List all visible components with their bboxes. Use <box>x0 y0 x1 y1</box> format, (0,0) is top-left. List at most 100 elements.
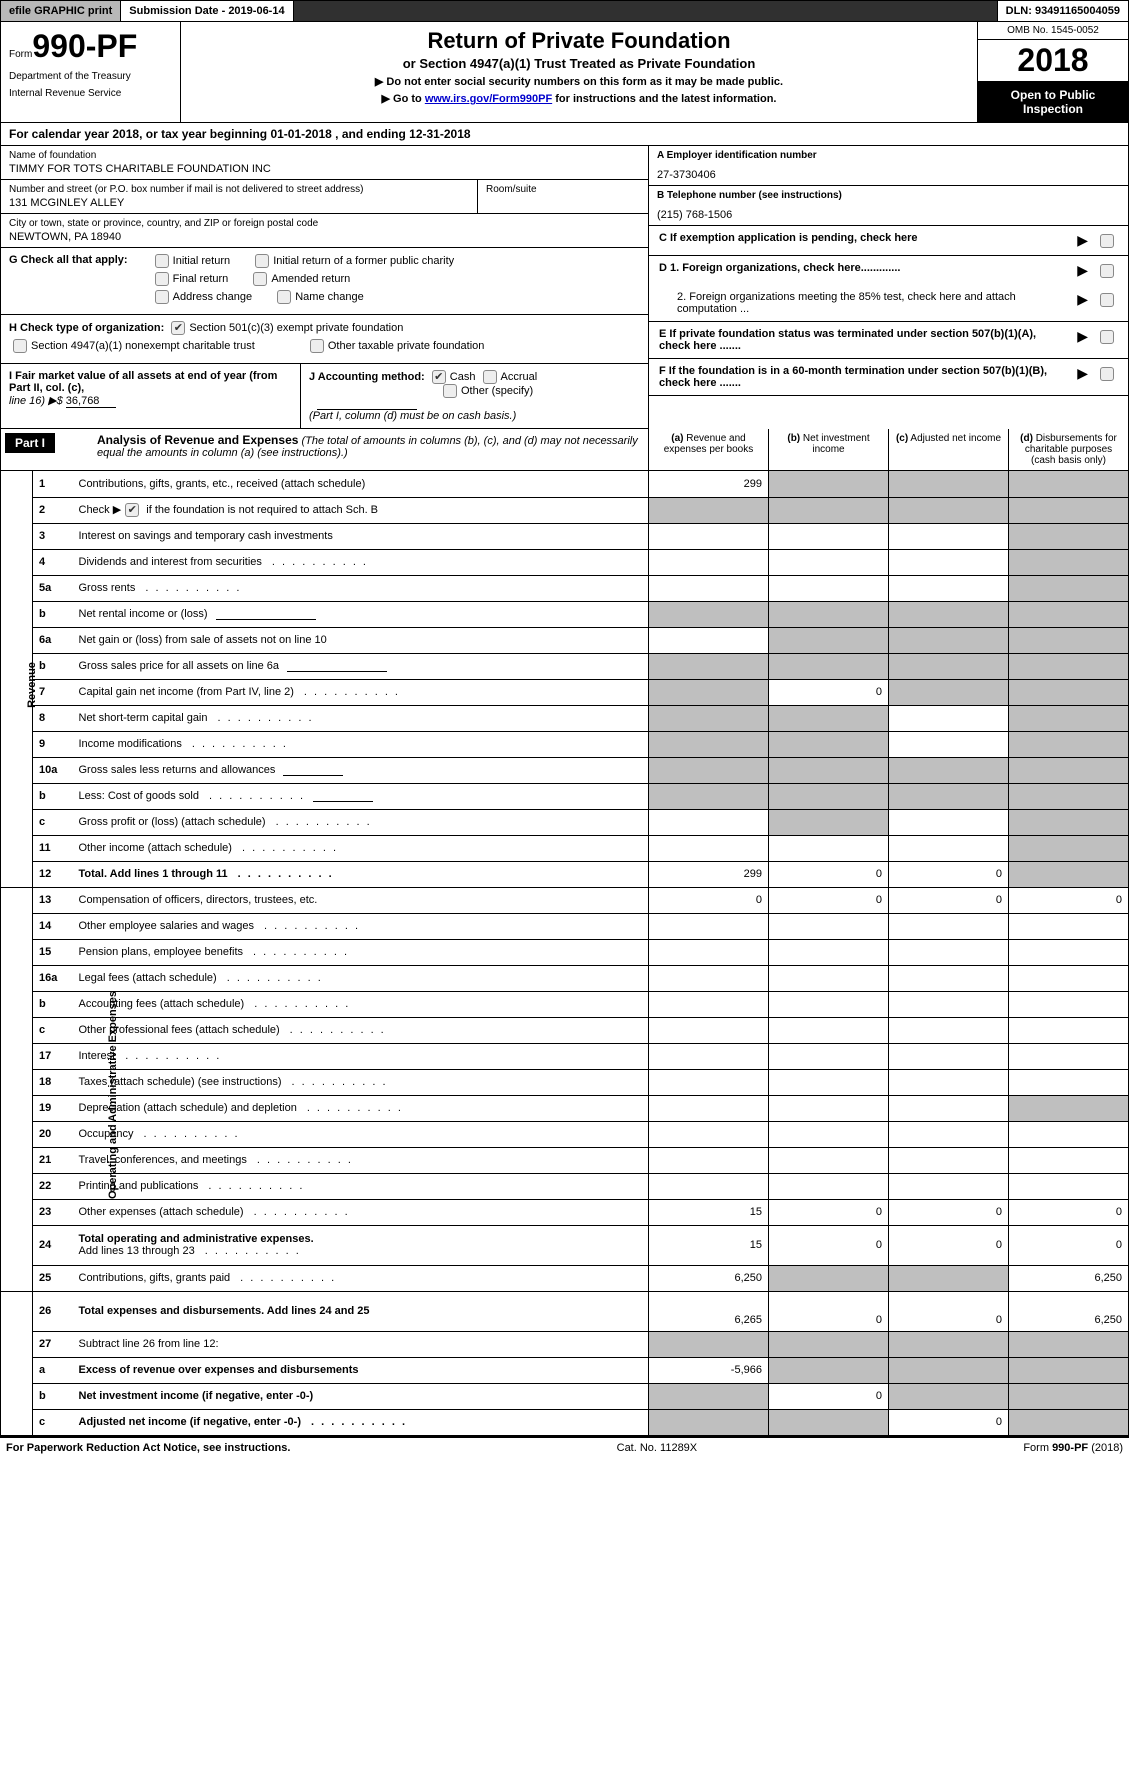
g-initial-charity-checkbox[interactable] <box>255 254 269 268</box>
info-right: A Employer identification number 27-3730… <box>648 146 1128 429</box>
table-row: bAccounting fees (attach schedule) <box>1 991 1129 1017</box>
table-row: 17Interest <box>1 1043 1129 1069</box>
j-other-checkbox[interactable] <box>443 384 457 398</box>
dept-line1: Department of the Treasury <box>9 71 172 82</box>
table-row: 18Taxes (attach schedule) (see instructi… <box>1 1069 1129 1095</box>
city-cell: City or town, state or province, country… <box>1 214 648 248</box>
d1-label: D 1. Foreign organizations, check here..… <box>659 262 1069 274</box>
g-final-return-checkbox[interactable] <box>155 272 169 286</box>
arrow-icon: ▶ <box>1077 365 1088 382</box>
form-note-2: ▶ Go to www.irs.gov/Form990PF for instru… <box>189 92 969 105</box>
e-checkbox[interactable] <box>1100 330 1114 344</box>
ein-cell: A Employer identification number 27-3730… <box>649 146 1128 186</box>
section-i: I Fair market value of all assets at end… <box>1 364 301 428</box>
table-row: 23Other expenses (attach schedule)15000 <box>1 1199 1129 1225</box>
page-footer: For Paperwork Reduction Act Notice, see … <box>0 1436 1129 1458</box>
table-row: bNet investment income (if negative, ent… <box>1 1383 1129 1409</box>
table-row: bLess: Cost of goods sold <box>1 783 1129 809</box>
c-label: C If exemption application is pending, c… <box>659 232 1069 244</box>
phone-value: (215) 768-1506 <box>657 209 1120 221</box>
street-label: Number and street (or P.O. box number if… <box>9 184 469 195</box>
footer-right: Form 990-PF (2018) <box>1023 1442 1123 1454</box>
table-row: 19Depreciation (attach schedule) and dep… <box>1 1095 1129 1121</box>
d1-checkbox[interactable] <box>1100 264 1114 278</box>
c-row: C If exemption application is pending, c… <box>649 226 1128 256</box>
table-row: 26Total expenses and disbursements. Add … <box>1 1291 1129 1331</box>
g-amended-checkbox[interactable] <box>253 272 267 286</box>
h-501c3-checkbox[interactable] <box>171 321 185 335</box>
address-row: Number and street (or P.O. box number if… <box>1 180 648 214</box>
info-left: Name of foundation TIMMY FOR TOTS CHARIT… <box>1 146 648 429</box>
table-row: 11Other income (attach schedule) <box>1 835 1129 861</box>
d2-row: 2. Foreign organizations meeting the 85%… <box>649 285 1128 322</box>
ein-label: A Employer identification number <box>657 150 1120 161</box>
table-row: 8Net short-term capital gain <box>1 705 1129 731</box>
e-label: E If private foundation status was termi… <box>659 328 1069 352</box>
j-label: J Accounting method: <box>309 371 425 383</box>
d1-row: D 1. Foreign organizations, check here..… <box>649 256 1128 285</box>
dln: DLN: 93491165004059 <box>998 1 1128 21</box>
phone-label: B Telephone number (see instructions) <box>657 190 1120 201</box>
d2-checkbox[interactable] <box>1100 293 1114 307</box>
part-label: Part I <box>5 433 55 453</box>
arrow-icon: ▶ <box>1077 291 1088 308</box>
street-cell: Number and street (or P.O. box number if… <box>1 180 478 213</box>
g-address-change-checkbox[interactable] <box>155 290 169 304</box>
col-a-head: (a) Revenue and expenses per books <box>648 429 768 470</box>
room-label: Room/suite <box>486 184 640 195</box>
h-4947-checkbox[interactable] <box>13 339 27 353</box>
table-row: 4Dividends and interest from securities <box>1 549 1129 575</box>
phone-cell: B Telephone number (see instructions) (2… <box>649 186 1128 226</box>
header-center: Return of Private Foundation or Section … <box>181 22 978 122</box>
table-row: 2 Check ▶ if the foundation is not requi… <box>1 497 1129 523</box>
footer-left: For Paperwork Reduction Act Notice, see … <box>6 1442 290 1454</box>
part-title-cell: Analysis of Revenue and Expenses (The to… <box>89 429 648 470</box>
j-accrual-checkbox[interactable] <box>483 370 497 384</box>
arrow-icon: ▶ <box>1077 232 1088 249</box>
j-cash-checkbox[interactable] <box>432 370 446 384</box>
j-note: (Part I, column (d) must be on cash basi… <box>309 410 516 422</box>
section-ij: I Fair market value of all assets at end… <box>1 364 648 429</box>
foundation-name-cell: Name of foundation TIMMY FOR TOTS CHARIT… <box>1 146 648 180</box>
h-other-checkbox[interactable] <box>310 339 324 353</box>
irs-link[interactable]: www.irs.gov/Form990PF <box>425 93 552 105</box>
form-header: Form990-PF Department of the Treasury In… <box>0 22 1129 123</box>
top-bar: efile GRAPHIC print Submission Date - 20… <box>0 0 1129 22</box>
sch-b-checkbox[interactable] <box>125 503 139 517</box>
g-name-change-checkbox[interactable] <box>277 290 291 304</box>
city-value: NEWTOWN, PA 18940 <box>9 231 640 243</box>
header-left: Form990-PF Department of the Treasury In… <box>1 22 181 122</box>
part1-header: Part I Analysis of Revenue and Expenses … <box>0 429 1129 471</box>
f-checkbox[interactable] <box>1100 367 1114 381</box>
city-label: City or town, state or province, country… <box>9 218 640 229</box>
table-row: 5aGross rents <box>1 575 1129 601</box>
table-row: 6aNet gain or (loss) from sale of assets… <box>1 627 1129 653</box>
g-initial-return-checkbox[interactable] <box>155 254 169 268</box>
f-row: F If the foundation is in a 60-month ter… <box>649 359 1128 396</box>
table-row: bGross sales price for all assets on lin… <box>1 653 1129 679</box>
table-row: 14Other employee salaries and wages <box>1 913 1129 939</box>
form-number: 990-PF <box>32 28 137 64</box>
table-row: 15Pension plans, employee benefits <box>1 939 1129 965</box>
table-row: 20Occupancy <box>1 1121 1129 1147</box>
section-g: G Check all that apply: Initial return I… <box>1 248 648 315</box>
room-cell: Room/suite <box>478 180 648 213</box>
table-row: cOther professional fees (attach schedul… <box>1 1017 1129 1043</box>
col-d-head: (d) Disbursements for charitable purpose… <box>1008 429 1128 470</box>
form-word: Form <box>9 49 32 60</box>
part1-table: Revenue 1 Contributions, gifts, grants, … <box>0 471 1129 1436</box>
section-h: H Check type of organization: Section 50… <box>1 315 648 364</box>
efile-label: efile GRAPHIC print <box>1 1 121 21</box>
dept-line2: Internal Revenue Service <box>9 88 172 99</box>
c-checkbox[interactable] <box>1100 234 1114 248</box>
ein-value: 27-3730406 <box>657 169 1120 181</box>
col-c-head: (c) Adjusted net income <box>888 429 1008 470</box>
part-title: Analysis of Revenue and Expenses <box>97 433 298 447</box>
arrow-icon: ▶ <box>1077 262 1088 279</box>
table-row: 10aGross sales less returns and allowanc… <box>1 757 1129 783</box>
calendar-year-line: For calendar year 2018, or tax year begi… <box>0 123 1129 146</box>
table-row: 25Contributions, gifts, grants paid6,250… <box>1 1265 1129 1291</box>
name-value: TIMMY FOR TOTS CHARITABLE FOUNDATION INC <box>9 163 640 175</box>
table-row: aExcess of revenue over expenses and dis… <box>1 1357 1129 1383</box>
table-row: Operating and Administrative Expenses 13… <box>1 887 1129 913</box>
